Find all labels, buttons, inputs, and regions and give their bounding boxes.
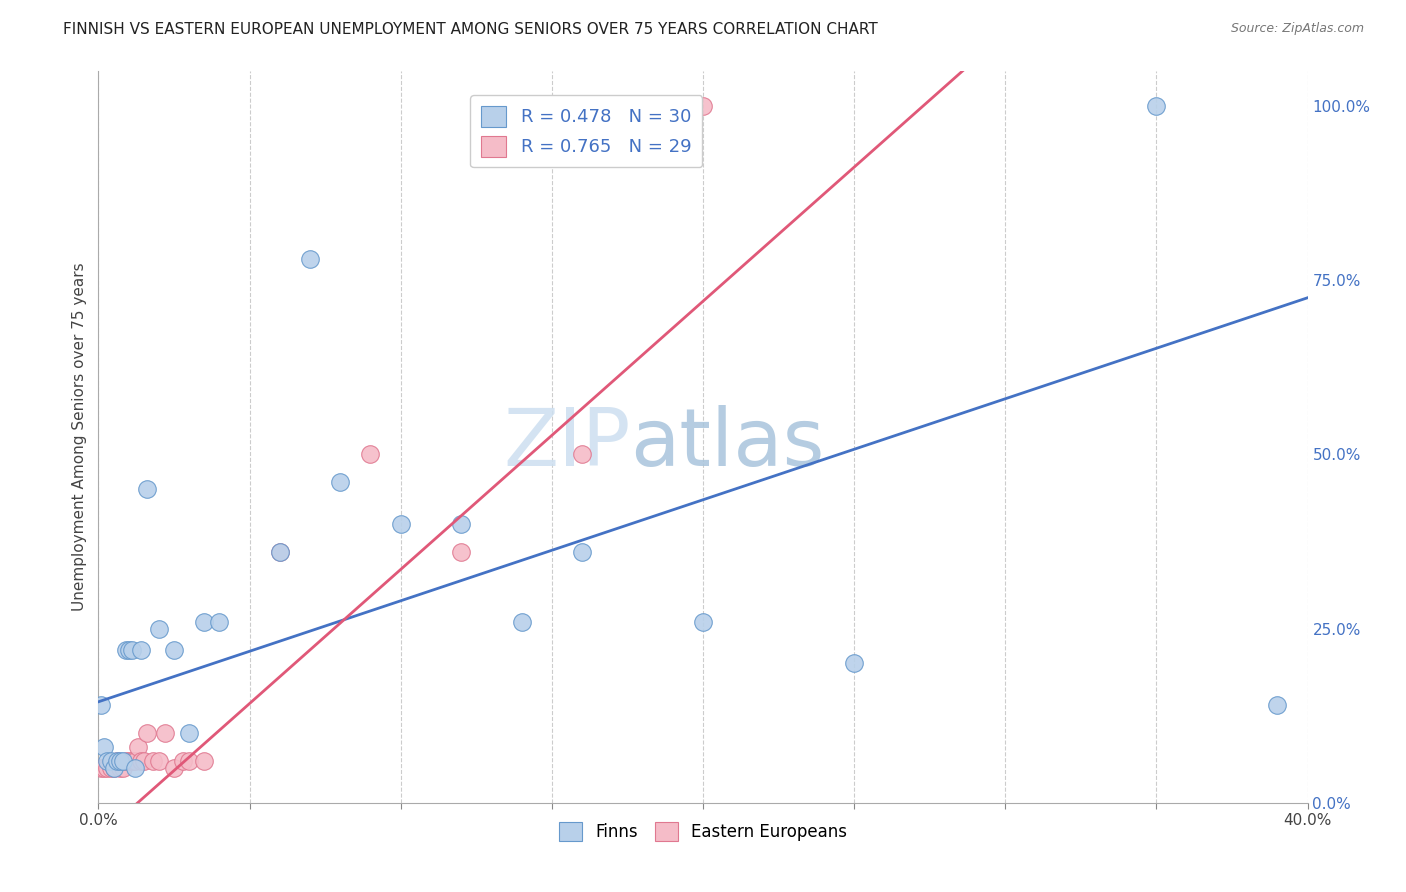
Point — [135, 726, 157, 740]
Point — [360, 448, 382, 462]
Point — [114, 754, 136, 768]
Point — [127, 740, 149, 755]
Point — [90, 698, 112, 713]
Point — [389, 517, 412, 532]
Point — [450, 545, 472, 559]
Point — [93, 761, 115, 775]
Point — [172, 754, 194, 768]
Point — [129, 754, 152, 768]
Point — [121, 754, 143, 768]
Point — [93, 740, 115, 755]
Point — [118, 754, 141, 768]
Point — [692, 615, 714, 629]
Point — [100, 754, 122, 768]
Text: Source: ZipAtlas.com: Source: ZipAtlas.com — [1230, 22, 1364, 36]
Point — [148, 622, 170, 636]
Text: ZIP: ZIP — [503, 405, 630, 483]
Point — [1144, 99, 1167, 113]
Point — [111, 761, 134, 775]
Y-axis label: Unemployment Among Seniors over 75 years: Unemployment Among Seniors over 75 years — [72, 263, 87, 611]
Point — [1267, 698, 1289, 713]
Point — [129, 642, 152, 657]
Point — [163, 642, 186, 657]
Point — [114, 642, 136, 657]
Point — [269, 545, 291, 559]
Text: FINNISH VS EASTERN EUROPEAN UNEMPLOYMENT AMONG SENIORS OVER 75 YEARS CORRELATION: FINNISH VS EASTERN EUROPEAN UNEMPLOYMENT… — [63, 22, 877, 37]
Point — [96, 761, 118, 775]
Point — [132, 754, 155, 768]
Point — [96, 754, 118, 768]
Point — [208, 615, 231, 629]
Text: atlas: atlas — [630, 405, 825, 483]
Point — [142, 754, 165, 768]
Point — [299, 252, 322, 267]
Point — [148, 754, 170, 768]
Point — [111, 754, 134, 768]
Point — [193, 754, 215, 768]
Point — [135, 483, 157, 497]
Point — [90, 761, 112, 775]
Legend: Finns, Eastern Europeans: Finns, Eastern Europeans — [550, 814, 856, 849]
Point — [179, 726, 201, 740]
Point — [103, 761, 125, 775]
Point — [269, 545, 291, 559]
Point — [100, 761, 122, 775]
Point — [121, 642, 143, 657]
Point — [571, 448, 593, 462]
Point — [108, 754, 131, 768]
Point — [193, 615, 215, 629]
Point — [118, 642, 141, 657]
Point — [103, 761, 125, 775]
Point — [329, 475, 352, 490]
Point — [163, 761, 186, 775]
Point — [105, 754, 128, 768]
Point — [153, 726, 176, 740]
Point — [571, 545, 593, 559]
Point — [692, 99, 714, 113]
Point — [844, 657, 866, 671]
Point — [450, 517, 472, 532]
Point — [179, 754, 201, 768]
Point — [510, 615, 533, 629]
Point — [108, 761, 131, 775]
Point — [124, 754, 146, 768]
Point — [105, 754, 128, 768]
Point — [124, 761, 146, 775]
